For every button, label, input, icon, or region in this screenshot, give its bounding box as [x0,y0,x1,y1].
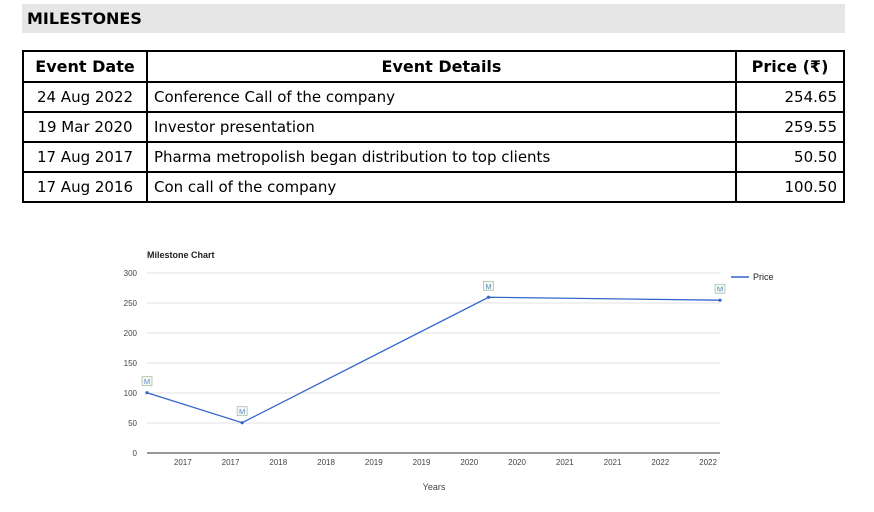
x-tick-label: 2020 [460,458,478,467]
cell-price: 100.50 [735,171,845,203]
x-tick-label: 2018 [317,458,335,467]
cell-event-details: Investor presentation [146,111,737,143]
data-point [486,295,491,299]
y-tick-label: 100 [124,389,138,398]
data-point [145,391,149,395]
cell-event-date: 19 Mar 2020 [22,111,148,143]
milestone-point: M [236,406,248,425]
section-title: MILESTONES [22,4,845,33]
y-tick-label: 0 [133,449,138,458]
milestone-marker-label: M [485,282,491,291]
milestone-point: M [141,376,153,395]
milestone-marker-label: M [717,285,723,294]
milestone-marker-label: M [239,407,245,416]
table-header-row: Event Date Event Details Price (₹) [22,50,845,83]
chart-series: M M M M [141,280,726,425]
cell-price: 254.65 [735,81,845,113]
milestone-marker-box [483,280,494,291]
milestone-marker-label: M [144,377,150,386]
y-tick-label: 300 [124,269,138,278]
x-tick-label: 2022 [699,458,717,467]
data-point [718,298,722,302]
chart-title: Milestone Chart [147,250,215,260]
milestone-marker-box [714,283,726,294]
x-tick-label: 2018 [269,458,287,467]
x-axis-ticks: 2017 2017 2018 2018 2019 2019 2020 2020 2021 2021… [174,458,718,467]
milestone-point: M [483,280,494,299]
cell-event-details: Con call of the company [146,171,737,203]
x-tick-label: 2021 [604,458,622,467]
chart-gridlines [147,272,720,454]
table-row: 19 Mar 2020 Investor presentation 259.55 [22,111,845,143]
milestones-table: Event Date Event Details Price (₹) 24 Au… [22,50,845,203]
data-point [240,421,244,425]
x-tick-label: 2019 [365,458,383,467]
cell-event-date: 24 Aug 2022 [22,81,148,113]
cell-price: 50.50 [735,141,845,173]
header-event-details: Event Details [146,50,737,83]
cell-event-date: 17 Aug 2017 [22,141,148,173]
milestone-marker-box [141,376,153,387]
cell-price: 259.55 [735,111,845,143]
x-tick-label: 2019 [413,458,431,467]
legend-label-price: Price [753,272,774,282]
x-tick-label: 2017 [174,458,192,467]
header-event-date: Event Date [22,50,148,83]
cell-event-details: Pharma metropolish began distribution to… [146,141,737,173]
x-axis-label: Years [423,482,446,492]
y-tick-label: 150 [124,359,138,368]
x-tick-label: 2017 [222,458,240,467]
cell-event-date: 17 Aug 2016 [22,171,148,203]
table-row: 24 Aug 2022 Conference Call of the compa… [22,81,845,113]
header-price: Price (₹) [735,50,845,83]
x-tick-label: 2021 [556,458,574,467]
y-tick-label: 50 [128,419,137,428]
table-row: 17 Aug 2016 Con call of the company 100.… [22,171,845,203]
y-tick-label: 250 [124,299,138,308]
cell-event-details: Conference Call of the company [146,81,737,113]
x-tick-label: 2022 [651,458,669,467]
series-line-price [146,296,721,424]
milestone-marker-box [236,406,248,417]
x-tick-label: 2020 [508,458,526,467]
y-axis-ticks: 0 50 100 150 200 250 300 [124,269,138,458]
table-row: 17 Aug 2017 Pharma metropolish began dis… [22,141,845,173]
milestone-point: M [714,283,726,302]
chart-legend[interactable]: Price [731,272,774,282]
y-tick-label: 200 [124,329,138,338]
